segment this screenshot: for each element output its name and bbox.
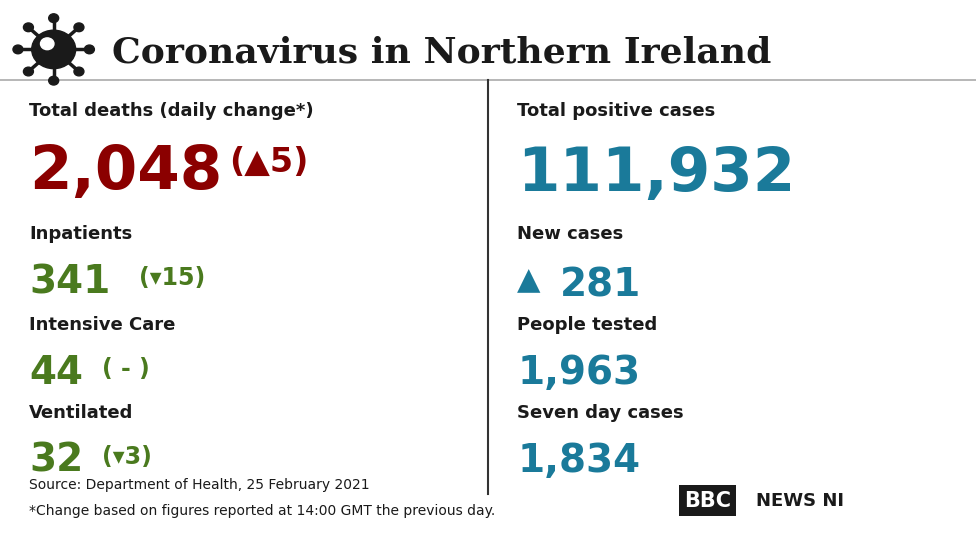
Text: (▾15): (▾15) (139, 266, 205, 290)
Text: ▲: ▲ (517, 266, 541, 295)
Text: 44: 44 (29, 354, 83, 392)
Text: (▲5): (▲5) (229, 145, 308, 178)
Text: 2,048: 2,048 (29, 143, 223, 201)
Circle shape (13, 45, 22, 54)
Text: BBC: BBC (684, 491, 731, 511)
Text: New cases: New cases (517, 225, 624, 243)
Text: Total positive cases: Total positive cases (517, 102, 715, 120)
Circle shape (23, 23, 33, 32)
Text: Intensive Care: Intensive Care (29, 316, 176, 334)
Circle shape (49, 14, 59, 23)
Circle shape (31, 30, 75, 69)
Text: 281: 281 (560, 266, 641, 304)
Text: Coronavirus in Northern Ireland: Coronavirus in Northern Ireland (112, 35, 772, 69)
Text: 1,834: 1,834 (517, 442, 640, 480)
Text: ( - ): ( - ) (102, 357, 150, 381)
Circle shape (40, 38, 54, 49)
Text: People tested: People tested (517, 316, 658, 334)
Text: Seven day cases: Seven day cases (517, 404, 684, 422)
Circle shape (74, 67, 84, 76)
Text: *Change based on figures reported at 14:00 GMT the previous day.: *Change based on figures reported at 14:… (29, 504, 496, 518)
Text: 111,932: 111,932 (517, 145, 795, 204)
Circle shape (49, 76, 59, 85)
Circle shape (74, 23, 84, 32)
Circle shape (23, 67, 33, 76)
Text: 341: 341 (29, 264, 110, 301)
Text: 1,963: 1,963 (517, 354, 640, 392)
Text: Source: Department of Health, 25 February 2021: Source: Department of Health, 25 Februar… (29, 478, 370, 492)
Text: NEWS NI: NEWS NI (756, 492, 844, 509)
Text: Inpatients: Inpatients (29, 225, 133, 243)
Circle shape (84, 45, 95, 54)
Text: Total deaths (daily change*): Total deaths (daily change*) (29, 102, 314, 120)
Text: Ventilated: Ventilated (29, 404, 134, 422)
Text: (▾3): (▾3) (102, 445, 152, 469)
Text: 32: 32 (29, 442, 84, 480)
